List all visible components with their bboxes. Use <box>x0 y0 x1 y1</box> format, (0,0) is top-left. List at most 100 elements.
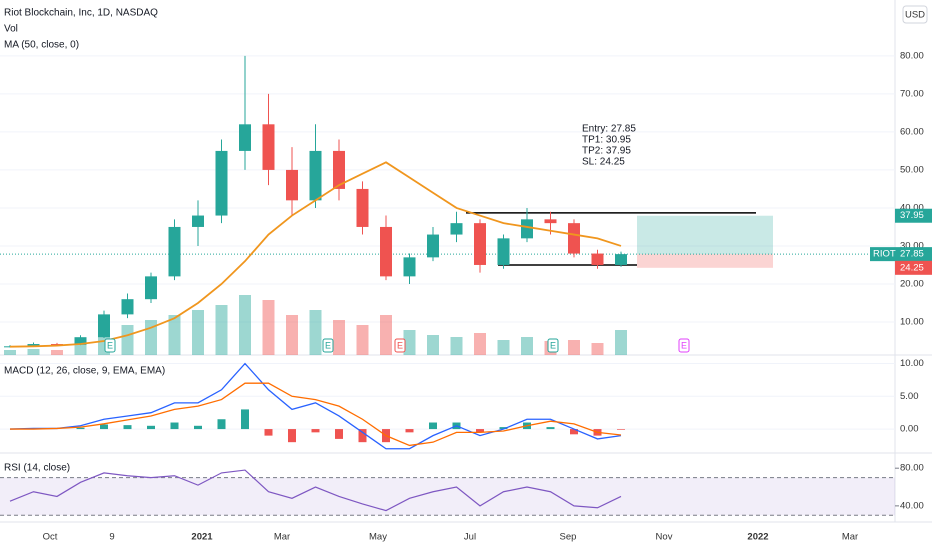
candle-body <box>615 254 627 265</box>
earnings-icon: E <box>107 340 113 350</box>
candle-body <box>74 337 87 345</box>
volume-bar <box>262 300 275 355</box>
y-tick-label: 20.00 <box>900 278 924 289</box>
y-tick-label: 40.00 <box>900 202 924 213</box>
volume-bar <box>192 310 204 355</box>
macd-hist <box>546 427 555 430</box>
last-price-tag-bg <box>895 247 932 262</box>
candle-body <box>192 215 204 227</box>
last-price-tag: 27.85 <box>900 249 924 260</box>
candle-body <box>403 257 416 277</box>
candle-body <box>427 234 439 258</box>
annotation: TP1: 30.95 <box>582 135 631 146</box>
volume-bar <box>333 320 345 355</box>
candle-body <box>450 223 463 235</box>
macd-line <box>9 362 622 450</box>
sl-tag: 24.25 <box>900 262 924 273</box>
y-tick-label: 80.00 <box>900 463 924 474</box>
candle-body <box>380 226 392 277</box>
volume-bar <box>309 310 322 355</box>
x-tick-label: Oct <box>43 532 58 543</box>
volume-bar <box>403 330 416 355</box>
candle-body <box>27 344 40 347</box>
volume-bar <box>615 330 627 355</box>
tp2-tag: 37.95 <box>900 210 924 221</box>
volume-bar <box>4 350 16 355</box>
y-tick-label: 5.00 <box>900 391 919 402</box>
candle-body <box>356 188 369 227</box>
rsi-line <box>9 469 622 512</box>
candle-body <box>215 150 228 216</box>
symbol-tag-bg <box>870 247 895 262</box>
macd-hist <box>617 429 625 430</box>
y-tick-label: 10.00 <box>900 317 924 328</box>
volume-bar <box>568 340 580 355</box>
macd-hist <box>405 429 414 433</box>
rsi-band <box>0 477 895 516</box>
volume-bar <box>521 337 533 355</box>
volume-bar <box>51 350 63 355</box>
annotation: TP2: 37.95 <box>582 146 631 157</box>
sl-tag-bg <box>895 260 932 275</box>
volume-bar <box>474 333 486 355</box>
y-tick-label: 0.00 <box>900 424 919 435</box>
candle-body <box>239 124 251 151</box>
earnings-badge <box>678 338 690 353</box>
volume-bar <box>356 325 369 355</box>
annotation: SL: 24.25 <box>582 157 625 168</box>
y-tick-label: 70.00 <box>900 88 924 99</box>
earnings-icon: E <box>681 340 687 350</box>
volume-bar <box>215 305 228 355</box>
macd-hist <box>358 429 367 443</box>
tp2-tag-bg <box>895 208 932 223</box>
stop-zone <box>637 254 773 268</box>
macd-hist <box>123 425 132 430</box>
x-tick-label: 2021 <box>191 532 213 543</box>
earnings-icon: E <box>325 340 331 350</box>
y-tick-label: 10.00 <box>900 358 924 369</box>
candle-body <box>121 299 134 315</box>
earnings-icon: E <box>397 340 403 350</box>
macd-label: MACD (12, 26, close, 9, EMA, EMA) <box>4 366 165 377</box>
macd-hist <box>100 424 108 430</box>
volume-bar <box>380 315 392 355</box>
currency-button[interactable] <box>902 5 928 24</box>
symbol-tag: RIOT <box>873 249 896 260</box>
macd-hist <box>570 429 578 435</box>
y-tick-label: 60.00 <box>900 126 924 137</box>
x-tick-label: Mar <box>274 532 290 543</box>
macd-hist <box>429 422 437 430</box>
candle-body <box>568 223 580 254</box>
signal-line <box>10 382 622 447</box>
earnings-badge <box>104 338 116 353</box>
x-tick-label: 9 <box>109 532 114 543</box>
macd-hist <box>264 429 273 436</box>
x-tick-label: Nov <box>656 532 673 543</box>
earnings-icon: E <box>550 340 556 350</box>
candle-body <box>145 276 157 300</box>
candle-body <box>474 223 486 265</box>
volume-bar <box>427 335 439 355</box>
y-tick-label: 40.00 <box>900 500 924 511</box>
y-tick-label: 80.00 <box>900 50 924 61</box>
macd-hist <box>241 409 249 430</box>
candle-body <box>4 346 16 348</box>
volume-bar <box>591 343 604 355</box>
macd-hist <box>217 419 226 430</box>
candle-body <box>98 314 110 338</box>
target-zone <box>637 215 773 255</box>
candle-body <box>51 344 63 346</box>
x-tick-label: 2022 <box>747 532 768 543</box>
candle-body <box>521 219 533 239</box>
macd-hist <box>499 427 508 430</box>
candle-body <box>262 124 275 170</box>
x-tick-label: Jul <box>464 532 476 543</box>
candle-body <box>286 169 298 201</box>
y-tick-label: 50.00 <box>900 164 924 175</box>
candle-body <box>309 150 322 201</box>
chart-title: Riot Blockchain, Inc, 1D, NASDAQ <box>4 8 158 19</box>
volume-bar <box>27 349 40 355</box>
volume-bar <box>450 337 463 355</box>
volume-bar <box>239 295 251 355</box>
currency[interactable]: USD <box>905 10 925 21</box>
